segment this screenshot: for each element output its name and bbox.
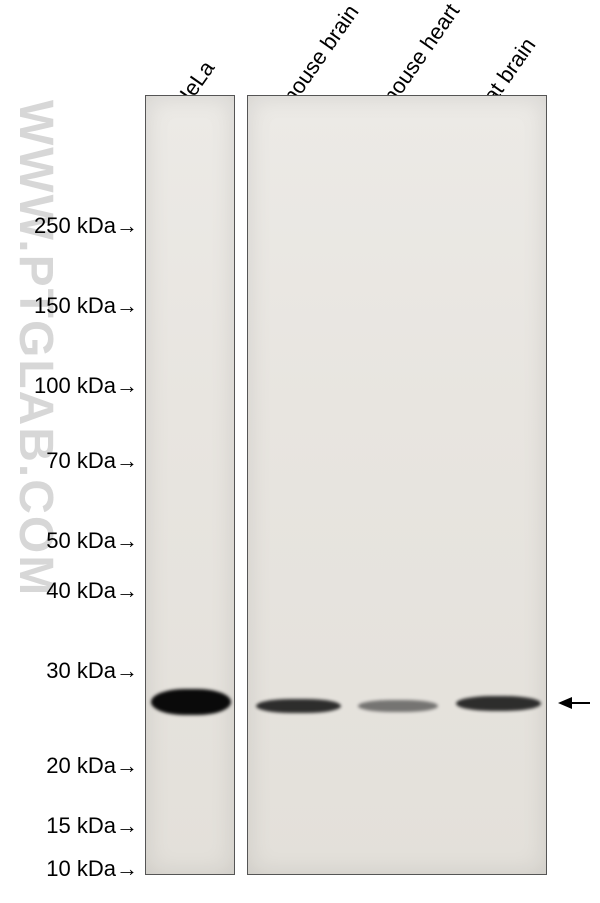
band-mouse-heart xyxy=(358,700,438,712)
band-rat-brain xyxy=(456,696,541,711)
arrow-shaft xyxy=(572,702,590,704)
marker-50kda: 50 kDa→ xyxy=(46,528,138,554)
band-hela xyxy=(151,689,231,715)
marker-15kda: 15 kDa→ xyxy=(46,813,138,839)
panel-vignette xyxy=(248,96,546,874)
marker-30kda: 30 kDa→ xyxy=(46,658,138,684)
arrow-head-icon xyxy=(558,697,572,709)
blot-panel-left xyxy=(145,95,235,875)
panel-vignette xyxy=(146,96,234,874)
panel-inner xyxy=(146,96,234,874)
blot-panel-right xyxy=(247,95,547,875)
panel-inner xyxy=(248,96,546,874)
marker-250kda: 250 kDa→ xyxy=(34,213,138,239)
marker-10kda: 10 kDa→ xyxy=(46,856,138,882)
marker-70kda: 70 kDa→ xyxy=(46,448,138,474)
western-blot-figure: WWW.PTGLAB.COM HeLa mouse brain mouse he… xyxy=(0,0,600,903)
marker-100kda: 100 kDa→ xyxy=(34,373,138,399)
watermark-text: WWW.PTGLAB.COM xyxy=(8,100,63,597)
blot-area xyxy=(145,95,555,875)
band-mouse-brain xyxy=(256,699,341,713)
marker-40kda: 40 kDa→ xyxy=(46,578,138,604)
marker-20kda: 20 kDa→ xyxy=(46,753,138,779)
marker-150kda: 150 kDa→ xyxy=(34,293,138,319)
